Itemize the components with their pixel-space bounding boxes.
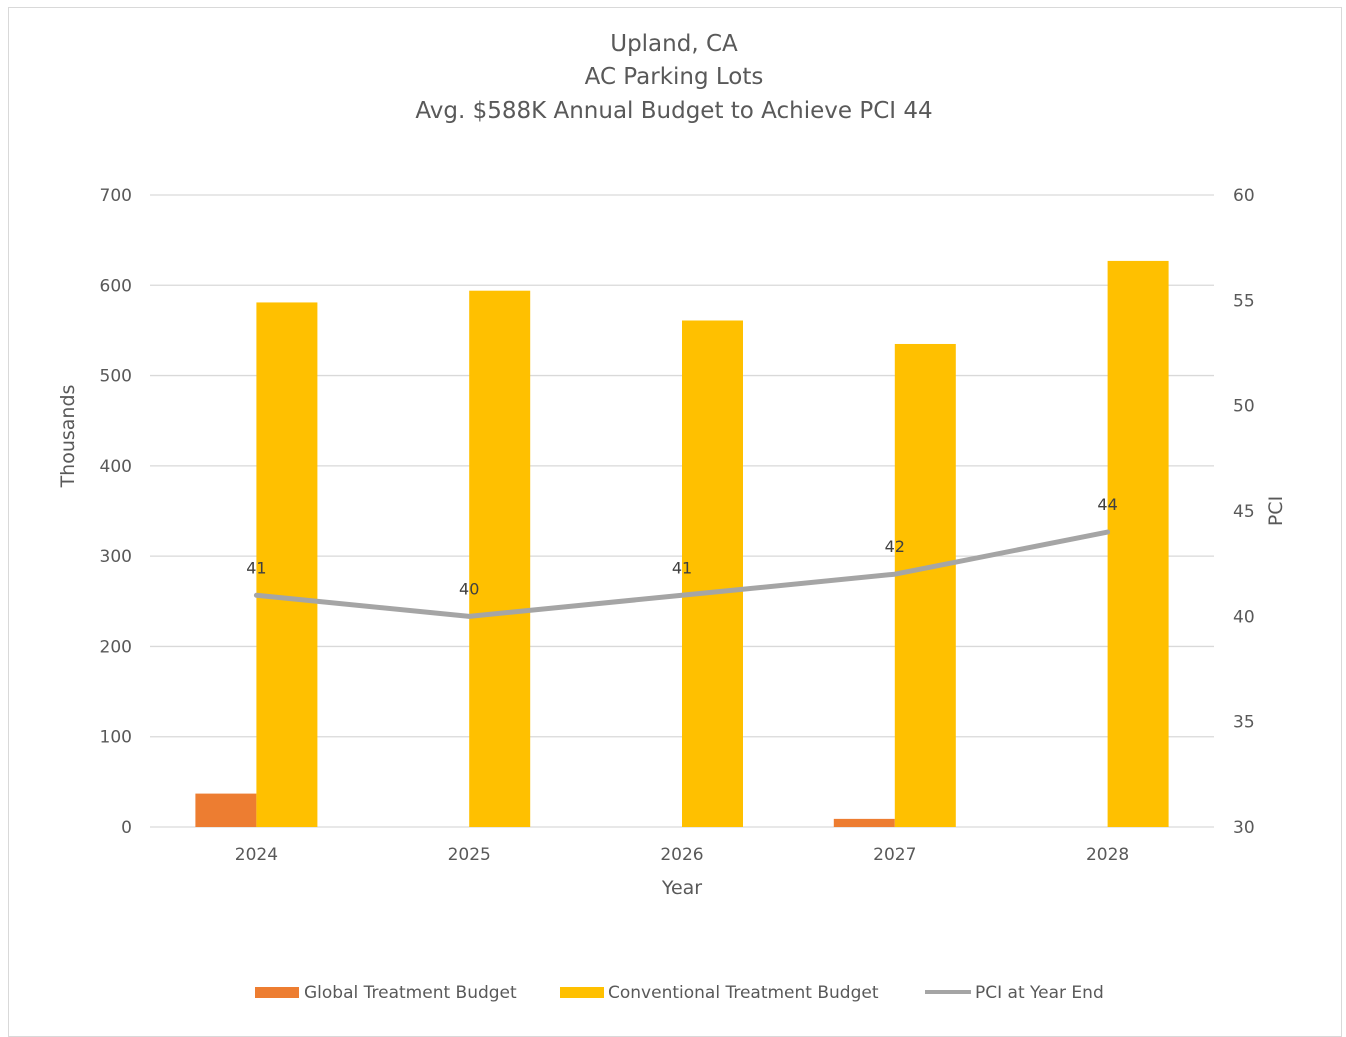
- y-tick-label: 500: [100, 367, 132, 387]
- pci-data-label: 44: [1097, 495, 1117, 514]
- x-axis-ticks: 2024 2025 2026 2027 2028: [235, 845, 1129, 865]
- y2-axis-title: PCI: [1265, 496, 1287, 526]
- bar-global-2024: [195, 793, 257, 827]
- bar-conventional-2025: [469, 290, 531, 827]
- y2-tick-label: 55: [1233, 291, 1255, 311]
- y-tick-label: 0: [121, 818, 132, 838]
- pci-line: [253, 529, 1111, 619]
- y2-tick-label: 45: [1233, 502, 1255, 522]
- legend-swatch: [560, 987, 604, 998]
- line-series-group: 41 40 41 42 44: [246, 495, 1118, 619]
- y-tick-label: 200: [100, 637, 132, 657]
- bar-global-2027: [833, 818, 895, 827]
- bar-conventional-2028: [1107, 260, 1169, 827]
- legend-label: PCI at Year End: [975, 983, 1104, 1003]
- bar-conventional-2026: [682, 320, 743, 827]
- y-axis-title: Thousands: [57, 385, 79, 489]
- chart-title-line-3: Avg. $588K Annual Budget to Achieve PCI …: [415, 98, 932, 124]
- x-tick-label: 2026: [660, 845, 703, 865]
- x-axis-title: Year: [661, 877, 702, 899]
- y-tick-label: 100: [100, 728, 132, 748]
- right-axis-ticks: 30 35 40 45 50 55 60: [1233, 186, 1255, 838]
- bar-series-group: [195, 260, 1169, 827]
- x-tick-label: 2027: [873, 845, 916, 865]
- y2-tick-label: 60: [1233, 186, 1255, 206]
- pci-data-label: 40: [459, 579, 479, 598]
- legend-label: Conventional Treatment Budget: [608, 983, 879, 1003]
- x-tick-label: 2024: [235, 845, 278, 865]
- legend-swatch: [255, 987, 299, 998]
- y-tick-label: 700: [100, 186, 132, 206]
- y2-tick-label: 40: [1233, 607, 1255, 627]
- pci-data-label: 41: [672, 558, 692, 577]
- legend-label: Global Treatment Budget: [304, 983, 517, 1003]
- chart-title-line-1: Upland, CA: [610, 31, 738, 57]
- y-tick-label: 600: [100, 276, 132, 296]
- y-tick-label: 300: [100, 547, 132, 567]
- pci-data-label: 41: [246, 558, 266, 577]
- y-tick-label: 400: [100, 457, 132, 477]
- y2-tick-label: 35: [1233, 713, 1255, 733]
- bar-conventional-2027: [894, 343, 956, 827]
- y2-tick-label: 30: [1233, 818, 1255, 838]
- chart-title-line-2: AC Parking Lots: [585, 64, 764, 90]
- y2-tick-label: 50: [1233, 397, 1255, 417]
- bar-conventional-2024: [256, 302, 318, 827]
- x-tick-label: 2025: [448, 845, 491, 865]
- x-tick-label: 2028: [1086, 845, 1129, 865]
- legend: Global Treatment Budget Conventional Trea…: [255, 983, 1104, 1003]
- left-axis-ticks: 0 100 200 300 400 500 600 700: [100, 186, 132, 838]
- pci-data-label: 42: [885, 537, 905, 556]
